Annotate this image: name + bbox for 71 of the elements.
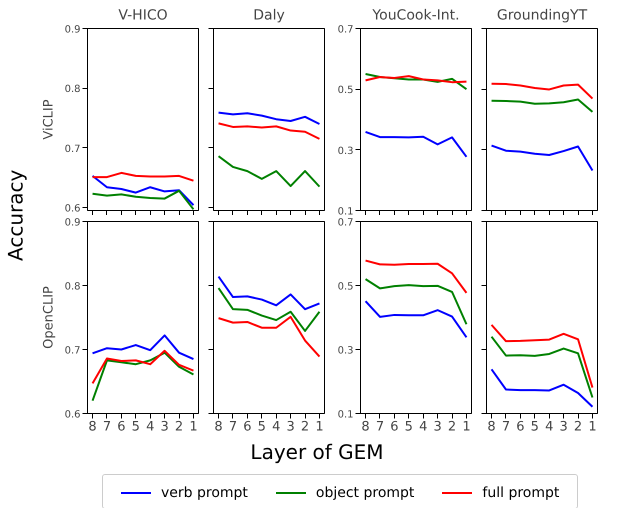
x-tick-label: 3 bbox=[286, 420, 295, 434]
x-tick-label: 5 bbox=[132, 420, 140, 434]
y-tick-label: 0.9 bbox=[64, 24, 81, 36]
line-series bbox=[364, 300, 468, 338]
y-tick-label: 0.3 bbox=[338, 146, 354, 157]
x-tick-label: 3 bbox=[160, 420, 169, 434]
chart-title: YouCook-Int. bbox=[371, 8, 460, 24]
x-tick-label: 7 bbox=[228, 420, 238, 434]
line-series bbox=[92, 350, 194, 384]
y-tick-label: 0.9 bbox=[64, 218, 81, 228]
line-series bbox=[364, 75, 468, 84]
x-tick-label: 6 bbox=[117, 420, 126, 434]
chart-title: Daly bbox=[253, 8, 285, 24]
line-series bbox=[364, 260, 468, 294]
x-tick-label: 4 bbox=[419, 420, 428, 434]
y-tick-label: 0.5 bbox=[338, 85, 354, 96]
legend-label: object prompt bbox=[314, 484, 414, 503]
y-tick-label: 0.7 bbox=[338, 24, 354, 36]
x-tick-label: 6 bbox=[516, 420, 525, 434]
x-tick-label: 2 bbox=[174, 420, 184, 434]
x-tick-label: 6 bbox=[243, 420, 252, 434]
x-tick-label: 4 bbox=[545, 420, 554, 434]
x-tick-label: 5 bbox=[530, 420, 539, 434]
x-tick-label: 2 bbox=[300, 420, 310, 434]
y-tick-label: 0.7 bbox=[338, 218, 354, 228]
legend-label: verb prompt bbox=[160, 484, 248, 503]
x-tick-label: 1 bbox=[315, 420, 324, 434]
x-tick-label: 5 bbox=[404, 420, 413, 434]
x-tick-label: 7 bbox=[102, 420, 112, 434]
chart-title: V-HICO bbox=[118, 8, 168, 24]
y-tick-label: 0.8 bbox=[64, 84, 81, 96]
x-tick-label: 3 bbox=[433, 420, 442, 434]
y-tick-label: 0.8 bbox=[64, 282, 81, 292]
x-tick-label: 2 bbox=[574, 420, 582, 434]
y-tick-label: 0.7 bbox=[64, 144, 81, 155]
x-tick-label: 3 bbox=[559, 420, 568, 434]
line-series bbox=[92, 172, 194, 182]
x-tick-label: 1 bbox=[588, 420, 597, 434]
x-tick-label: 6 bbox=[390, 420, 399, 434]
legend-label: full prompt bbox=[481, 484, 560, 503]
x-tick-label: 7 bbox=[502, 420, 510, 434]
line-series bbox=[92, 190, 194, 210]
x-tick-label: 2 bbox=[448, 420, 456, 434]
line-series bbox=[364, 130, 468, 158]
x-tick-label: 8 bbox=[361, 420, 370, 434]
x-tick-label: 8 bbox=[214, 420, 223, 434]
x-tick-label: 8 bbox=[88, 420, 97, 434]
y-tick-label: 0.3 bbox=[338, 346, 354, 356]
line-series bbox=[92, 352, 194, 402]
text: Layer of GEM bbox=[249, 439, 385, 466]
y-tick-label: 0.1 bbox=[338, 410, 354, 420]
x-tick-label: 8 bbox=[487, 420, 496, 434]
y-tick-label: 0.6 bbox=[64, 204, 81, 215]
x-tick-label: 5 bbox=[258, 420, 266, 434]
x-tick-label: 7 bbox=[376, 420, 384, 434]
y-axis-title: ViCLIP bbox=[42, 99, 57, 140]
text: Accuracy bbox=[2, 168, 29, 263]
y-tick-label: 0.7 bbox=[64, 346, 81, 356]
x-tick-label: 4 bbox=[272, 420, 280, 434]
y-tick-label: 0.5 bbox=[338, 282, 354, 292]
line-series bbox=[364, 73, 468, 90]
x-tick-label: 1 bbox=[189, 420, 198, 434]
x-tick-label: 1 bbox=[462, 420, 471, 434]
line-series bbox=[364, 278, 468, 326]
line-series bbox=[92, 174, 194, 206]
line-series bbox=[92, 334, 194, 360]
y-axis-title: OpenCLIP bbox=[42, 286, 57, 349]
y-tick-label: 0.1 bbox=[338, 206, 354, 218]
y-tick-label: 0.6 bbox=[64, 410, 81, 420]
chart-title: GroundingYT bbox=[496, 8, 588, 24]
x-tick-label: 4 bbox=[146, 420, 154, 434]
